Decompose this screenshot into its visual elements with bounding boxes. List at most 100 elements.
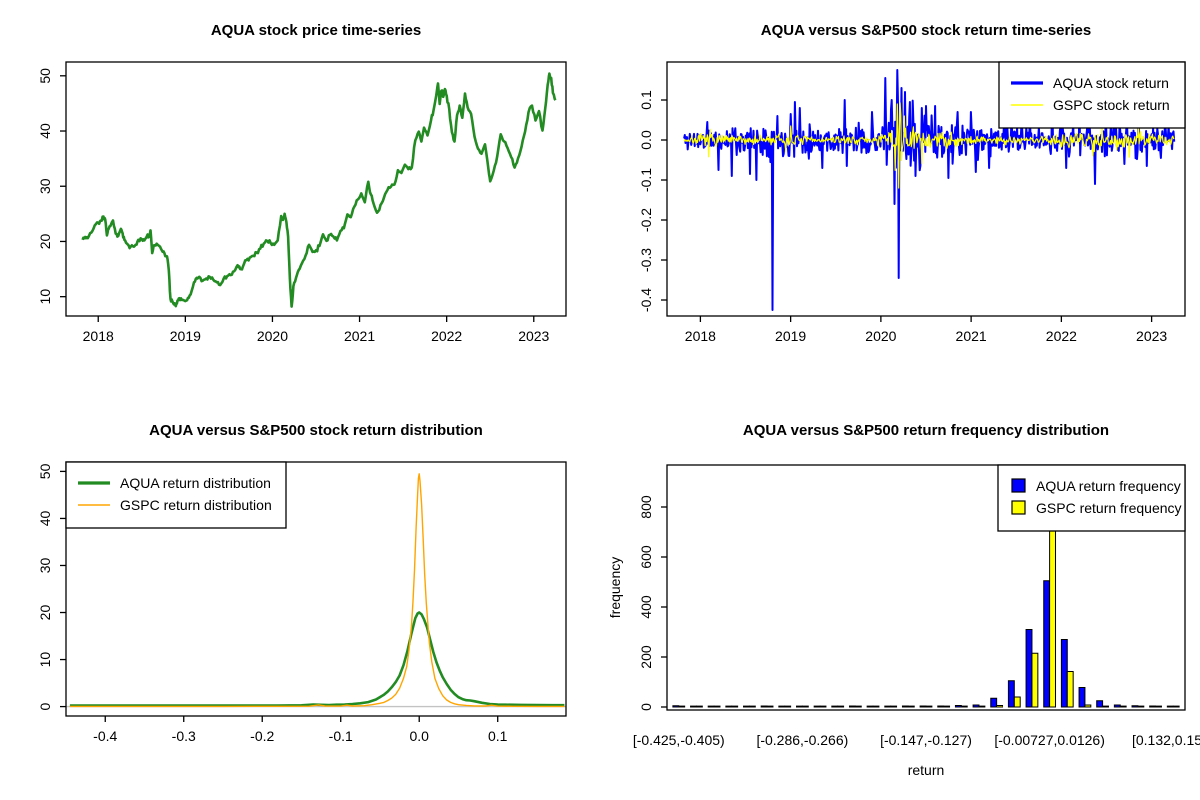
gspc-freq-bar [996,705,1004,708]
y-tick-label: 0.1 [638,90,654,110]
x-tick-label: 0.1 [488,728,508,744]
x-tick-label: 2022 [431,328,462,344]
y-tick-label: -0.4 [638,288,654,312]
y-tick-label: 10 [37,289,53,305]
density-chart-plot: -0.4 -0.3 -0.2 -0.1 0.0 0.1 0 10 20 30 40 50 AQUA re… [37,461,567,744]
aqua-freq-bar [954,705,962,708]
gspc-freq-bar [695,705,703,708]
gspc-freq-bar [1066,671,1074,708]
aqua-stock-return-line [683,69,1176,311]
legend-label: GSPC stock return [1053,97,1170,113]
histogram-chart-title: AQUA versus S&P500 return frequency dist… [743,422,1109,439]
x-axis: 2018 2019 2020 2021 2022 2023 [83,316,550,344]
y-tick-label: 20 [37,605,53,621]
gspc-return-distribution-line [69,473,565,708]
x-tick-label: 2019 [170,328,201,344]
aqua-freq-bar [1166,705,1174,708]
gspc-freq-bar [1084,704,1092,708]
y-axis: 0 10 20 30 40 50 [37,463,66,710]
aqua-freq-bar [990,697,998,708]
aqua-freq-bar [901,705,909,708]
bin-label: [-0.286,-0.266) [756,732,848,748]
density-chart: AQUA versus S&P500 stock return distribu… [37,422,567,744]
gspc-freq-bar [1155,705,1162,708]
gspc-freq-bar [960,705,968,708]
legend-box [65,461,287,529]
y-axis: 0.1 0.0 -0.1 -0.2 -0.3 -0.4 [638,90,667,312]
gspc-freq-bar [925,705,933,708]
aqua-freq-bar [831,705,839,708]
gspc-freq-bar [1119,705,1127,708]
aqua-freq-bar [796,705,803,708]
x-tick-label: -0.4 [93,728,117,744]
gspc-freq-bar [1172,705,1180,708]
legend-box [998,61,1186,129]
y-tick-label: 0 [638,703,654,711]
aqua-freq-bar [672,705,680,708]
aqua-freq-bar [972,704,980,708]
aqua-freq-bar [1025,629,1033,708]
gspc-freq-bar [819,705,827,708]
aqua-return-distribution-line [69,611,565,707]
legend-label: AQUA return distribution [120,475,271,491]
legend: AQUA return distribution GSPC return dist… [65,461,287,529]
bin-label: [-0.425,-0.405) [633,732,725,748]
aqua-freq-bar [1113,704,1121,708]
aqua-freq-bar [690,705,697,708]
gspc-stock-return-line [683,102,1175,189]
y-axis: 0 200 400 600 800 [638,495,667,711]
bin-label: [0.132,0.152) [1132,732,1200,748]
y-axis: 10 20 30 40 50 [37,68,66,305]
x-tick-label: 0.0 [409,728,429,744]
x-tick-label: -0.1 [329,728,353,744]
legend-label: AQUA return frequency [1036,478,1181,494]
legend-box [997,464,1186,532]
histogram-chart: AQUA versus S&P500 return frequency dist… [607,422,1200,778]
gspc-freq-bar [1031,652,1039,708]
y-tick-label: -0.1 [638,168,654,192]
legend-label: GSPC return distribution [120,497,272,513]
y-tick-label: 50 [37,68,53,84]
y-tick-label: 50 [37,463,53,479]
y-tick-label: -0.2 [638,208,654,232]
y-tick-label: 400 [638,595,654,619]
y-tick-label: 600 [638,545,654,569]
aqua-freq-bar [743,705,750,708]
legend: AQUA return frequency GSPC return frequen… [997,464,1186,532]
x-tick-label: 2022 [1046,328,1077,344]
gspc-freq-bar [1102,705,1109,708]
x-tick-label: 2019 [775,328,806,344]
aqua-freq-bar [848,705,856,708]
x-axis: 2018 2019 2020 2021 2022 2023 [685,316,1167,344]
bin-labels: [-0.425,-0.405) [-0.286,-0.266) [-0.147,-0… [633,732,1200,748]
legend-label: GSPC return frequency [1036,500,1182,516]
aqua-freq-bar [884,705,892,708]
plot-box [65,61,567,317]
y-tick-label: 30 [37,178,53,194]
legend-label: AQUA stock return [1053,75,1169,91]
gspc-freq-bar [907,705,915,708]
returns-chart-title: AQUA versus S&P500 stock return time-ser… [761,22,1091,39]
x-axis: -0.4 -0.3 -0.2 -0.1 0.0 0.1 [93,716,508,744]
bin-label: [-0.00727,0.0126) [994,732,1105,748]
gspc-freq-bar [943,705,951,708]
x-tick-label: -0.2 [250,728,274,744]
aqua-freq-bar [919,705,927,708]
aqua-freq-bar [866,705,874,708]
aqua-freq-bar [1131,705,1139,708]
y-tick-label: -0.3 [638,248,654,272]
y-tick-label: 0.0 [638,130,654,150]
y-tick-label: 10 [37,652,53,668]
histogram-chart-plot: 0 200 400 600 800 [-0.425,-0.405) [-0.286,-0.2… [607,464,1200,778]
y-tick-label: 800 [638,495,654,519]
aqua-freq-bar [725,705,733,708]
plot-box [666,464,1186,711]
price-chart-plot: 2018 2019 2020 2021 2022 2023 10 20 30 40 50 [37,61,567,344]
x-tick-label: 2020 [257,328,288,344]
gspc-freq-bar [713,705,721,708]
density-chart-title: AQUA versus S&P500 stock return distribu… [149,422,483,439]
y-tick-label: 200 [638,645,654,669]
x-tick-label: 2021 [344,328,375,344]
price-chart-title: AQUA stock price time-series [211,22,421,39]
gspc-freq-bar [731,705,739,708]
